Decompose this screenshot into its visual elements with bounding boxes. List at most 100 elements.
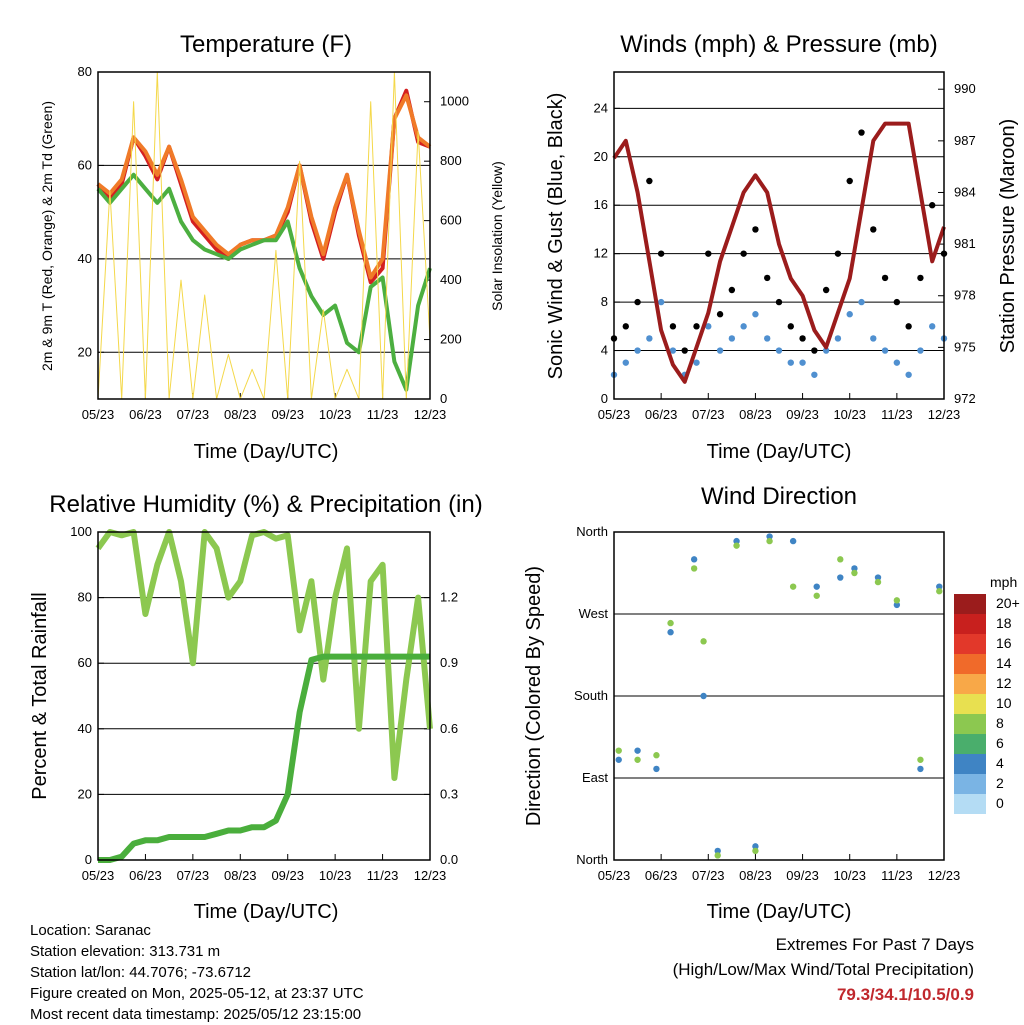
data-point: [917, 274, 924, 282]
y-tick-label: 100: [70, 524, 92, 539]
x-tick-label: 11/23: [881, 868, 913, 883]
data-point: [714, 847, 721, 855]
y-tick-label: 80: [78, 590, 92, 605]
x-tick-label: 08/23: [224, 407, 257, 422]
data-point: [728, 335, 736, 342]
wind-direction-xlabel: Time (Day/UTC): [707, 901, 852, 923]
y-tick-label: 40: [78, 721, 92, 736]
data-point: [858, 298, 865, 306]
data-point: [766, 533, 773, 540]
data-point: [787, 323, 794, 330]
y2-tick-label: 200: [440, 332, 462, 347]
y-tick-label: 20: [594, 149, 608, 164]
y-tick-label: East: [582, 770, 608, 785]
winds-y2label: Station Pressure (Maroon): [997, 119, 1019, 354]
x-tick-label: 07/23: [177, 407, 210, 422]
legend-swatch: [954, 714, 986, 734]
y-tick-label: 24: [594, 100, 608, 115]
data-point: [893, 601, 901, 609]
y2-tick-label: 978: [954, 288, 976, 303]
legend-swatch: [954, 634, 986, 654]
legend-label: 14: [996, 655, 1012, 671]
data-point: [917, 347, 924, 354]
y-tick-label: West: [579, 606, 609, 621]
data-point: [929, 323, 936, 330]
data-point: [822, 286, 830, 294]
y2-tick-label: 800: [440, 153, 462, 168]
y-tick-label: North: [576, 852, 608, 867]
temperature-frame: [97, 71, 431, 400]
data-point: [634, 347, 641, 354]
data-point: [893, 298, 901, 306]
humidity-ylabel: Percent & Total Rainfall: [29, 592, 51, 800]
data-point: [669, 347, 677, 354]
winds-ylabel: Sonic Wind & Gust (Blue, Black): [545, 93, 567, 380]
data-point: [681, 347, 688, 354]
y2-tick-label: 0.3: [440, 786, 458, 801]
data-point: [615, 747, 622, 754]
y2-tick-label: 975: [954, 339, 976, 354]
data-point: [893, 597, 901, 604]
x-tick-label: 12/23: [414, 407, 447, 422]
data-point: [917, 765, 924, 773]
legend-swatch: [954, 754, 986, 774]
y-tick-label: 4: [601, 343, 608, 358]
data-point: [667, 629, 674, 636]
data-point: [837, 574, 844, 581]
x-tick-label: 06/23: [645, 868, 678, 883]
data-point: [733, 537, 740, 545]
y-tick-label: 40: [78, 251, 92, 266]
data-point: [834, 335, 842, 342]
legend-label: 18: [996, 615, 1012, 631]
data-point: [799, 359, 806, 366]
x-tick-label: 10/23: [319, 868, 352, 883]
temperature-y2label: Solar Insolation (Yellow): [489, 161, 505, 311]
y-tick-label: 0: [85, 852, 92, 867]
data-point: [740, 250, 747, 257]
winds-title: Winds (mph) & Pressure (mb): [620, 31, 937, 58]
x-tick-label: 12/23: [928, 868, 961, 883]
data-point: [834, 250, 842, 257]
x-tick-label: 05/23: [82, 407, 115, 422]
data-point: [766, 537, 773, 545]
data-point: [917, 756, 924, 763]
winds-xlabel: Time (Day/UTC): [707, 441, 852, 463]
y-tick-label: 16: [594, 197, 608, 212]
x-tick-label: 06/23: [645, 407, 678, 422]
series-line: [612, 121, 946, 384]
y2-tick-label: 1.2: [440, 590, 458, 605]
data-point: [657, 250, 665, 257]
data-point: [858, 129, 865, 136]
x-tick-label: 07/23: [177, 868, 210, 883]
series-line: [98, 653, 430, 863]
series-line: [96, 172, 432, 392]
data-point: [705, 250, 712, 257]
legend-label: 10: [996, 695, 1012, 711]
data-point: [851, 569, 858, 577]
temperature-panel: Temperature (F) 204060800200400600800100…: [39, 31, 505, 463]
humidity-frame: [97, 531, 431, 861]
legend-swatch: [954, 594, 986, 614]
data-point: [752, 843, 759, 850]
x-tick-label: 05/23: [82, 868, 115, 883]
legend-label: 16: [996, 635, 1012, 651]
x-tick-label: 09/23: [271, 868, 304, 883]
extremes-title: Extremes For Past 7 Days: [775, 935, 974, 954]
y2-tick-label: 972: [954, 391, 976, 406]
y-tick-label: 12: [594, 246, 608, 261]
legend-swatch: [954, 694, 986, 714]
y2-tick-label: 981: [954, 236, 976, 251]
humidity-panel: Relative Humidity (%) & Precipitation (i…: [29, 491, 483, 923]
data-point: [775, 347, 783, 354]
legend-swatch: [954, 614, 986, 634]
data-point: [622, 323, 629, 330]
x-tick-label: 05/23: [598, 868, 631, 883]
legend-label: 0: [996, 795, 1004, 811]
wind-direction-title: Wind Direction: [701, 483, 857, 510]
y-tick-label: 8: [601, 294, 608, 309]
extremes-values: 79.3/34.1/10.5/0.9: [836, 985, 974, 1004]
legend-swatch: [954, 794, 986, 814]
data-point: [657, 298, 665, 306]
data-point: [929, 202, 936, 209]
